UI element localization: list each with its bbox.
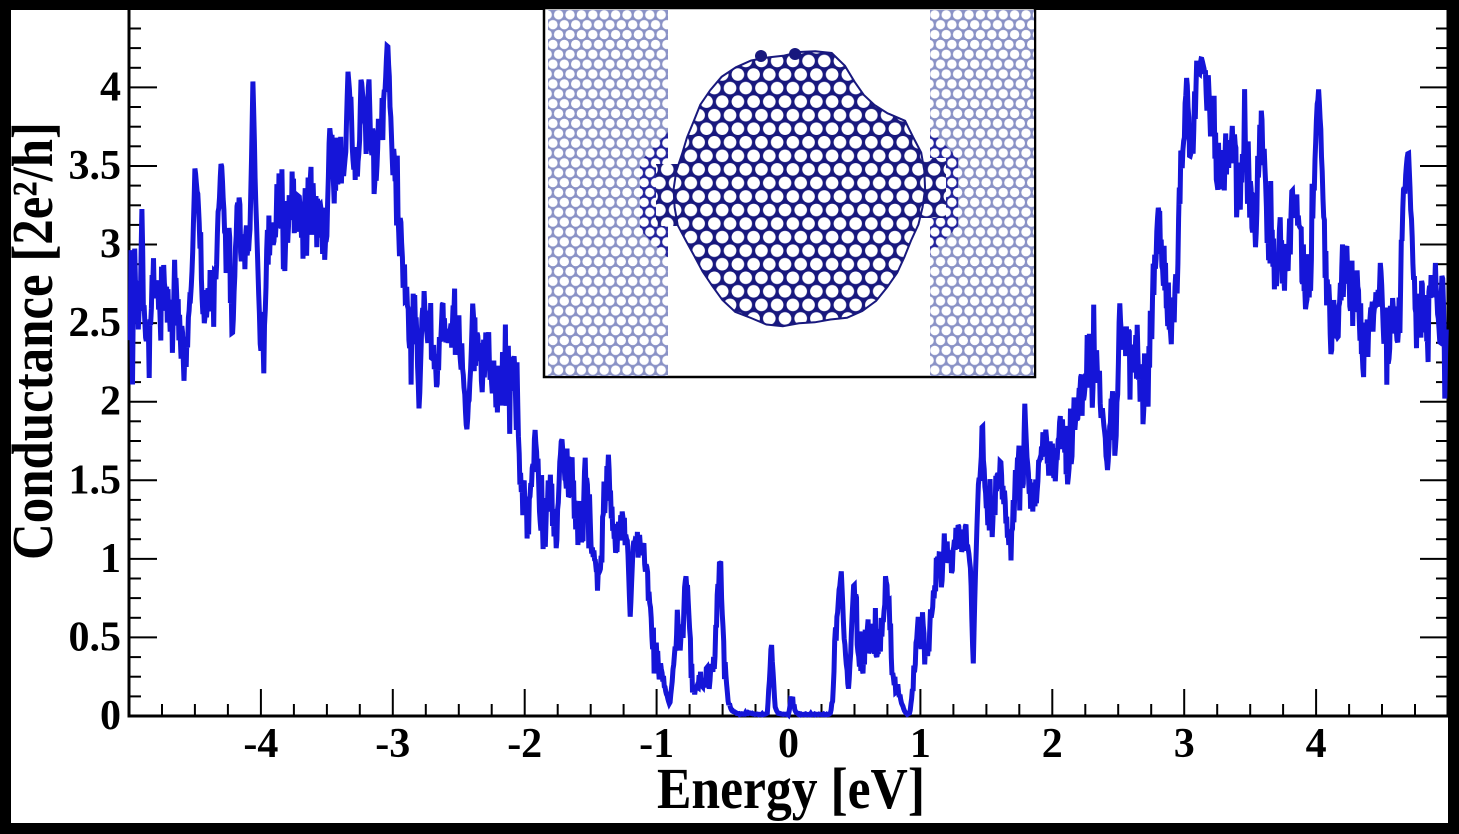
svg-text:3: 3 bbox=[100, 222, 121, 268]
svg-text:-4: -4 bbox=[243, 721, 278, 767]
svg-text:4: 4 bbox=[1306, 721, 1327, 767]
svg-text:Conductance [2e²/h]: Conductance [2e²/h] bbox=[0, 122, 65, 560]
svg-text:2.5: 2.5 bbox=[69, 300, 122, 346]
svg-text:0.5: 0.5 bbox=[69, 614, 122, 660]
svg-text:2: 2 bbox=[100, 379, 121, 425]
svg-text:3.5: 3.5 bbox=[69, 143, 122, 189]
svg-text:0: 0 bbox=[100, 693, 121, 739]
svg-text:3: 3 bbox=[1174, 721, 1195, 767]
svg-text:-1: -1 bbox=[639, 721, 674, 767]
svg-text:-3: -3 bbox=[375, 721, 410, 767]
svg-text:0: 0 bbox=[778, 721, 799, 767]
svg-text:1: 1 bbox=[910, 721, 931, 767]
svg-text:2: 2 bbox=[1042, 721, 1063, 767]
svg-text:4: 4 bbox=[100, 64, 121, 110]
svg-text:-2: -2 bbox=[507, 721, 542, 767]
svg-text:1.5: 1.5 bbox=[69, 457, 122, 503]
svg-text:Energy [eV]: Energy [eV] bbox=[657, 756, 925, 821]
svg-text:1: 1 bbox=[100, 536, 121, 582]
